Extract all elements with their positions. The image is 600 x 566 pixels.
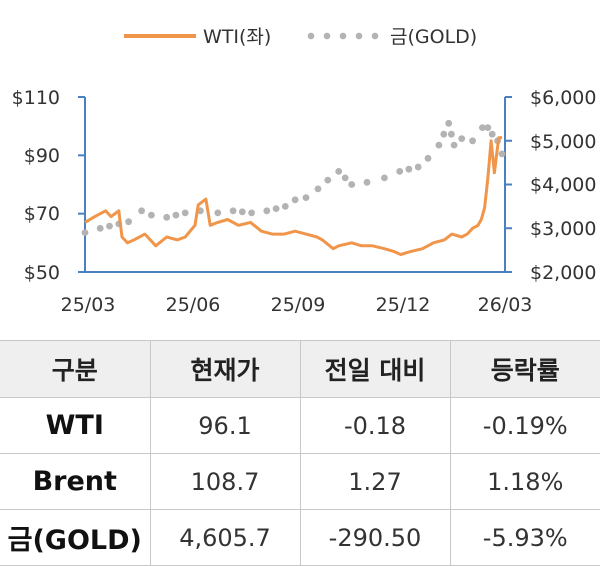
table-row: WTI 96.1 -0.18 -0.19% xyxy=(0,397,600,454)
gold-point xyxy=(302,194,310,202)
gold-line-dot xyxy=(405,165,413,173)
x-tick-label: 26/03 xyxy=(478,294,533,316)
row-price: 108.7 xyxy=(149,453,300,510)
gold-point xyxy=(450,141,458,149)
row-name: 금(GOLD) xyxy=(0,509,150,566)
gold-line-dot xyxy=(106,222,113,230)
right-tick-label: $5,000 xyxy=(530,131,596,153)
gold-point xyxy=(81,229,89,237)
commodity-price-chart: WTI(좌) 금(GOLD) $110 $90 $70 $50 $6,000 $… xyxy=(12,26,597,316)
gold-point xyxy=(229,207,237,215)
right-tick-label: $4,000 xyxy=(530,174,596,196)
gold-point xyxy=(469,137,476,145)
x-tick-label: 25/03 xyxy=(61,294,116,316)
gold-point xyxy=(125,218,132,226)
gold-point xyxy=(445,119,453,127)
gold-line-dot xyxy=(341,174,349,182)
legend-wti-label: WTI(좌) xyxy=(203,26,271,48)
gold-line-dot xyxy=(272,205,280,213)
table-header-row: 구분 현재가 전일 대비 등락률 xyxy=(0,340,600,398)
row-change: -290.50 xyxy=(299,509,450,566)
left-tick-label: $70 xyxy=(24,203,60,225)
legend: WTI(좌) 금(GOLD) xyxy=(124,26,477,48)
gold-point xyxy=(363,178,371,186)
gold-point xyxy=(148,211,155,219)
legend-gold-swatch xyxy=(307,32,379,40)
right-y-axis: $6,000 $5,000 $4,000 $3,000 $2,000 xyxy=(504,87,596,284)
table-row: 금(GOLD) 4,605.7 -290.50 -5.93% xyxy=(0,509,600,566)
row-change-rate: -5.93% xyxy=(449,509,600,566)
gold-point xyxy=(488,130,496,138)
gold-series xyxy=(81,119,506,237)
gold-point xyxy=(138,207,146,215)
legend-gold-label: 금(GOLD) xyxy=(390,26,477,48)
right-tick-label: $2,000 xyxy=(530,262,596,284)
gold-point xyxy=(458,135,466,143)
wti-series xyxy=(84,136,503,256)
header-change-rate: 등락률 xyxy=(449,340,600,398)
gold-point xyxy=(435,141,443,149)
x-tick-label: 25/09 xyxy=(271,294,326,316)
x-axis: 25/03 25/06 25/09 25/12 26/03 xyxy=(61,271,533,316)
header-category: 구분 xyxy=(0,340,150,398)
row-name: WTI xyxy=(0,397,150,454)
left-tick-label: $110 xyxy=(12,87,60,109)
gold-line-dot xyxy=(448,130,455,138)
gold-line-dot xyxy=(440,130,448,138)
gold-point xyxy=(424,154,432,162)
gold-line-dot xyxy=(172,211,180,219)
gold-point xyxy=(381,174,388,182)
gold-point xyxy=(248,209,256,217)
row-price: 96.1 xyxy=(149,397,300,454)
gold-point xyxy=(96,224,104,232)
gold-point xyxy=(181,209,189,217)
gold-point xyxy=(324,176,332,184)
gold-point xyxy=(479,124,486,131)
gold-point xyxy=(484,124,492,131)
gold-point xyxy=(348,181,356,188)
row-name: Brent xyxy=(0,453,150,510)
header-price: 현재가 xyxy=(149,340,300,398)
gold-point xyxy=(163,213,171,221)
row-change: -0.18 xyxy=(299,397,450,454)
gold-point xyxy=(291,196,299,204)
gold-point xyxy=(314,185,322,193)
row-change-rate: -0.19% xyxy=(449,397,600,454)
price-table: 구분 현재가 전일 대비 등락률 WTI 96.1 -0.18 -0.19% B… xyxy=(0,340,600,566)
x-tick-label: 25/12 xyxy=(376,294,431,316)
row-change-rate: 1.18% xyxy=(449,453,600,510)
gold-point xyxy=(214,209,222,217)
row-price: 4,605.7 xyxy=(149,509,300,566)
gold-point xyxy=(396,168,404,175)
right-tick-label: $6,000 xyxy=(530,87,596,109)
gold-point xyxy=(263,207,271,215)
gold-point xyxy=(281,203,289,210)
gold-point xyxy=(414,163,422,171)
gold-point xyxy=(335,168,343,175)
left-y-axis: $110 $90 $70 $50 xyxy=(12,87,86,284)
row-change: 1.27 xyxy=(299,453,450,510)
right-tick-label: $3,000 xyxy=(530,218,596,240)
left-tick-label: $50 xyxy=(24,262,60,284)
header-change: 전일 대비 xyxy=(299,340,450,398)
wti-line xyxy=(84,136,503,256)
left-tick-label: $90 xyxy=(24,145,60,167)
x-tick-label: 25/06 xyxy=(166,294,221,316)
gold-line-dot xyxy=(238,208,246,216)
gold-point xyxy=(498,150,506,158)
table-row: Brent 108.7 1.27 1.18% xyxy=(0,453,600,510)
